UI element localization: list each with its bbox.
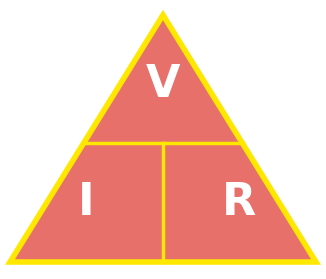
Text: V: V [146, 63, 180, 106]
Polygon shape [10, 15, 316, 262]
Text: R: R [222, 181, 257, 224]
Text: I: I [78, 181, 95, 224]
